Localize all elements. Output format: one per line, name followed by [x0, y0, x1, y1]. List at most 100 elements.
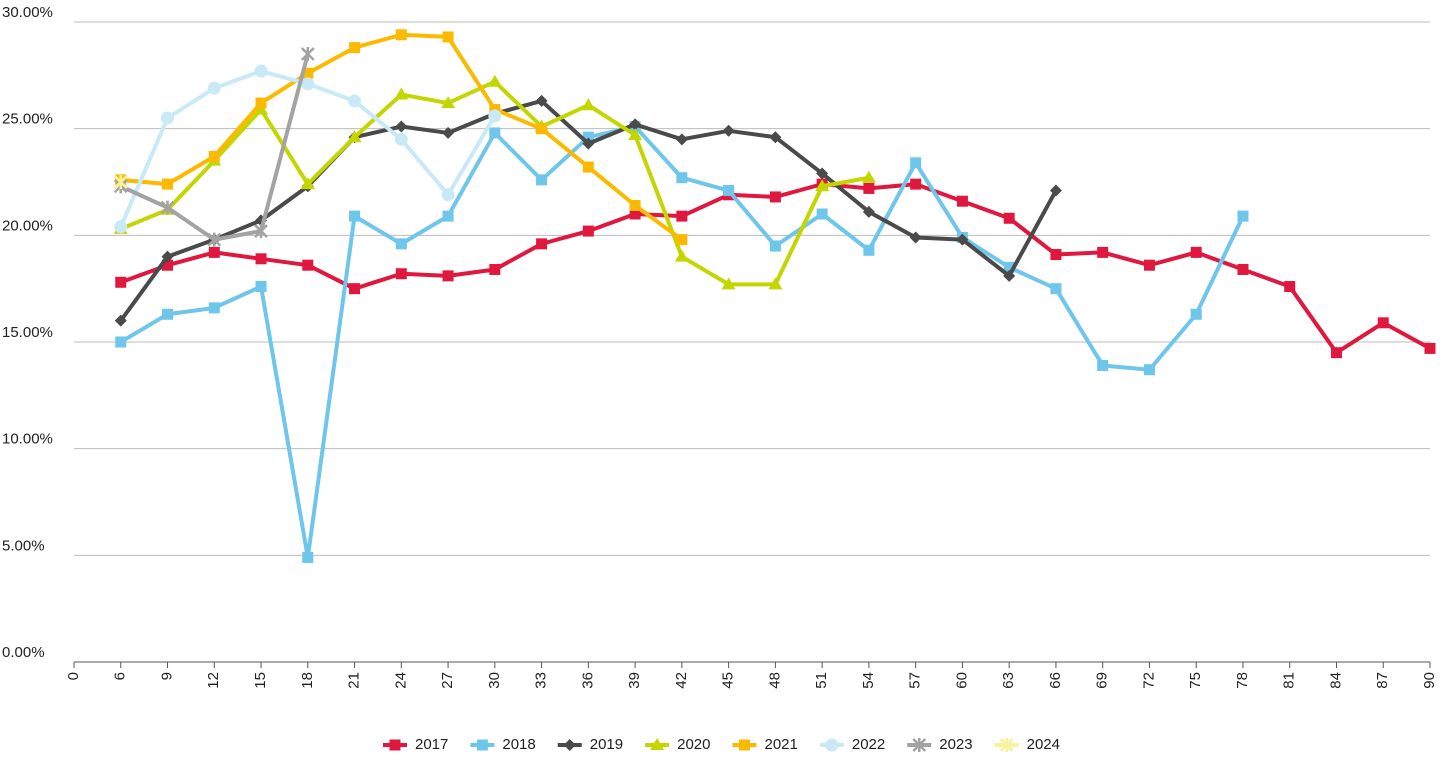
x-tick-label: 39: [626, 672, 643, 689]
marker: [912, 738, 927, 752]
y-tick-label: 20.00%: [2, 217, 53, 234]
marker: [535, 94, 548, 107]
legend-label: 2017: [415, 736, 448, 753]
marker: [629, 199, 641, 211]
marker: [349, 210, 361, 222]
marker: [487, 74, 502, 87]
marker: [1237, 263, 1249, 275]
marker: [1284, 281, 1296, 293]
marker: [816, 167, 829, 180]
marker: [956, 195, 968, 207]
marker: [1097, 246, 1109, 258]
marker: [302, 67, 314, 79]
y-tick-label: 15.00%: [2, 324, 53, 341]
y-tick-label: 30.00%: [2, 4, 53, 21]
x-tick-label: 81: [1281, 672, 1298, 689]
marker: [1050, 283, 1062, 295]
legend: 2017 2018 2019 2020 2021 2022 2023 2024: [383, 736, 1060, 753]
marker: [676, 234, 688, 246]
marker: [815, 179, 830, 192]
marker: [862, 205, 875, 218]
marker: [629, 208, 641, 220]
marker: [1003, 212, 1015, 224]
marker: [582, 137, 595, 150]
marker: [910, 157, 922, 169]
marker: [115, 336, 127, 348]
marker: [349, 42, 361, 54]
marker: [1143, 364, 1155, 376]
marker: [536, 123, 548, 135]
marker: [536, 238, 548, 250]
marker: [300, 47, 315, 61]
x-tick-label: 51: [813, 672, 830, 689]
marker: [1097, 359, 1109, 371]
marker: [1377, 317, 1389, 329]
marker: [582, 225, 594, 237]
marker: [207, 81, 221, 95]
marker: [769, 131, 782, 144]
marker: [255, 253, 267, 265]
legend-label: 2023: [939, 736, 972, 753]
marker: [254, 224, 268, 239]
marker: [395, 268, 407, 280]
marker: [160, 200, 175, 215]
marker: [1050, 249, 1062, 261]
marker: [1003, 269, 1016, 282]
x-tick-label: 36: [579, 672, 596, 689]
marker: [255, 281, 267, 293]
x-tick-label: 87: [1374, 672, 1391, 689]
legend-label: 2022: [852, 736, 885, 753]
legend-label: 2024: [1027, 736, 1060, 753]
marker: [302, 259, 314, 271]
marker: [441, 188, 455, 202]
marker: [442, 210, 454, 222]
x-tick-label: 57: [907, 672, 924, 689]
marker: [825, 738, 839, 752]
x-tick-label: 18: [299, 672, 316, 689]
x-tick-label: 0: [65, 672, 82, 680]
x-tick-label: 48: [766, 672, 783, 689]
x-tick-label: 84: [1327, 672, 1344, 689]
marker: [768, 277, 783, 290]
marker: [582, 131, 594, 143]
marker: [161, 250, 174, 263]
x-tick-label: 6: [112, 672, 129, 680]
marker: [723, 185, 735, 197]
x-tick-label: 21: [346, 672, 363, 689]
marker: [489, 127, 501, 139]
marker: [395, 120, 408, 133]
marker: [1003, 261, 1015, 273]
marker: [395, 29, 407, 41]
y-tick-label: 5.00%: [2, 537, 45, 554]
y-tick-label: 25.00%: [2, 111, 53, 128]
marker: [442, 126, 455, 139]
x-tick-label: 69: [1094, 672, 1111, 689]
x-tick-label: 75: [1187, 672, 1204, 689]
marker: [722, 124, 735, 137]
x-tick-label: 60: [953, 672, 970, 689]
marker: [113, 175, 128, 189]
x-tick-label: 42: [673, 672, 690, 689]
x-tick-label: 27: [439, 672, 456, 689]
marker: [861, 170, 876, 183]
x-tick-label: 12: [205, 672, 222, 689]
y-tick-label: 10.00%: [2, 431, 53, 448]
marker: [115, 276, 127, 288]
x-tick-label: 24: [392, 672, 409, 689]
marker: [208, 302, 220, 314]
marker: [208, 150, 220, 162]
x-tick-label: 45: [720, 672, 737, 689]
legend-label: 2020: [677, 736, 710, 753]
marker: [863, 182, 875, 194]
legend-label: 2021: [765, 736, 798, 753]
x-tick-label: 72: [1140, 672, 1157, 689]
marker: [207, 232, 222, 247]
marker: [676, 172, 688, 184]
marker: [162, 178, 174, 190]
x-tick-label: 78: [1234, 672, 1251, 689]
marker: [302, 551, 314, 563]
series-line: [118, 69, 497, 228]
marker: [721, 277, 736, 290]
marker: [349, 283, 361, 295]
